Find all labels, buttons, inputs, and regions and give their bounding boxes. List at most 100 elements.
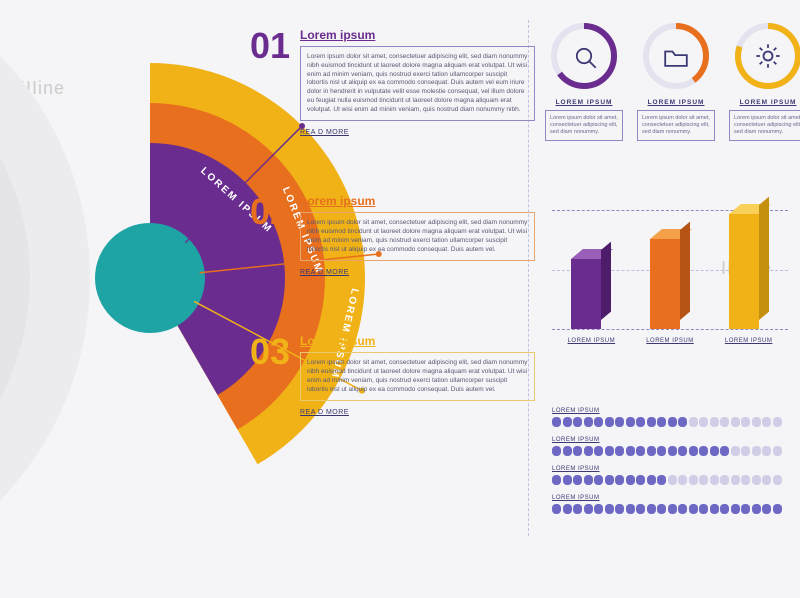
progress-segment	[773, 475, 782, 485]
section-number: 02	[235, 194, 290, 230]
progress-segment	[773, 417, 782, 427]
progress-segment	[731, 504, 740, 514]
circle-icon-card: LOREM IPSUM Lorem ipsum dolor sit amet, …	[545, 22, 623, 141]
progress-segment	[563, 446, 572, 456]
gear-icon	[734, 22, 800, 90]
progress-segment	[636, 446, 645, 456]
progress-segment	[657, 504, 666, 514]
progress-segment	[731, 475, 740, 485]
progress-segment	[699, 417, 708, 427]
progress-segment	[720, 417, 729, 427]
progress-segment	[752, 446, 761, 456]
section-number: 03	[235, 334, 290, 370]
progress-segment	[731, 417, 740, 427]
progress-segment	[710, 475, 719, 485]
search-icon	[550, 22, 618, 90]
progress-segment	[699, 446, 708, 456]
progress-segment	[573, 446, 582, 456]
progress-segment	[689, 475, 698, 485]
progress-segment	[626, 446, 635, 456]
bar-label: LOREM IPSUM	[640, 338, 700, 344]
progress-segment	[720, 504, 729, 514]
circle-icon-label: LOREM IPSUM	[729, 99, 800, 106]
section-body: Lorem ipsum dolor sit amet, consectetuer…	[300, 352, 535, 401]
progress-label: LOREM IPSUM	[552, 466, 788, 472]
progress-segment	[605, 504, 614, 514]
progress-segment	[699, 475, 708, 485]
progress-segment	[678, 504, 687, 514]
progress-segment	[605, 417, 614, 427]
progress-segment	[636, 417, 645, 427]
progress-segment	[762, 417, 771, 427]
progress-segment	[615, 475, 624, 485]
progress-segment	[647, 475, 656, 485]
progress-segment	[762, 446, 771, 456]
read-more-link[interactable]: REA D MORE	[300, 409, 349, 416]
progress-segment	[741, 446, 750, 456]
progress-segment	[563, 417, 572, 427]
progress-segment	[668, 504, 677, 514]
circle-icon-row: LOREM IPSUM Lorem ipsum dolor sit amet, …	[545, 22, 800, 141]
progress-segment	[584, 446, 593, 456]
circle-icon-label: LOREM IPSUM	[545, 99, 623, 106]
progress-segment	[678, 475, 687, 485]
progress-segment	[762, 475, 771, 485]
progress-segment	[741, 504, 750, 514]
progress-row: LOREM IPSUM	[552, 495, 788, 514]
folder-icon	[642, 22, 710, 90]
progress-segment	[552, 504, 561, 514]
progress-segment	[710, 417, 719, 427]
read-more-link[interactable]: REA D MORE	[300, 269, 349, 276]
progress-segment	[605, 446, 614, 456]
progress-segment	[699, 504, 708, 514]
progress-segment	[594, 475, 603, 485]
progress-segment	[720, 446, 729, 456]
progress-segment	[636, 475, 645, 485]
bar-label: LOREM IPSUM	[719, 338, 779, 344]
bar	[650, 239, 690, 329]
progress-segment	[657, 417, 666, 427]
progress-segment	[573, 504, 582, 514]
circle-icon-body: Lorem ipsum dolor sit amet, consectetuer…	[545, 110, 623, 141]
section-title: Lorem ipsum	[300, 28, 535, 42]
progress-segment	[626, 504, 635, 514]
progress-segment	[615, 504, 624, 514]
progress-segment	[752, 504, 761, 514]
section: 01 Lorem ipsum Lorem ipsum dolor sit ame…	[235, 28, 535, 139]
section: 02 Lorem ipsum Lorem ipsum dolor sit ame…	[235, 194, 535, 279]
progress-segment	[605, 475, 614, 485]
circle-icon-label: LOREM IPSUM	[637, 99, 715, 106]
progress-segment	[552, 446, 561, 456]
bar	[729, 214, 769, 329]
progress-segment	[552, 475, 561, 485]
progress-segment	[752, 417, 761, 427]
progress-segment	[584, 475, 593, 485]
progress-segment	[657, 446, 666, 456]
progress-segment	[573, 475, 582, 485]
progress-segment	[731, 446, 740, 456]
progress-segment	[720, 475, 729, 485]
section-title: Lorem ipsum	[300, 334, 535, 348]
progress-segment	[657, 475, 666, 485]
progress-segment	[710, 446, 719, 456]
progress-segment	[647, 446, 656, 456]
progress-row: LOREM IPSUM	[552, 466, 788, 485]
circle-icon-body: Lorem ipsum dolor sit amet, consectetuer…	[637, 110, 715, 141]
progress-label: LOREM IPSUM	[552, 495, 788, 501]
progress-segment	[647, 504, 656, 514]
bar	[571, 259, 611, 329]
section: 03 Lorem ipsum Lorem ipsum dolor sit ame…	[235, 334, 535, 419]
progress-segment	[752, 475, 761, 485]
progress-segment	[594, 446, 603, 456]
progress-segment	[563, 504, 572, 514]
progress-segment	[584, 504, 593, 514]
progress-segment	[710, 504, 719, 514]
progress-segment	[552, 417, 561, 427]
progress-bars: LOREM IPSUMLOREM IPSUMLOREM IPSUMLOREM I…	[552, 408, 788, 524]
progress-segment	[594, 417, 603, 427]
progress-segment	[563, 475, 572, 485]
progress-segment	[773, 446, 782, 456]
progress-segment	[584, 417, 593, 427]
section-body: Lorem ipsum dolor sit amet, consectetuer…	[300, 212, 535, 261]
read-more-link[interactable]: REA D MORE	[300, 129, 349, 136]
